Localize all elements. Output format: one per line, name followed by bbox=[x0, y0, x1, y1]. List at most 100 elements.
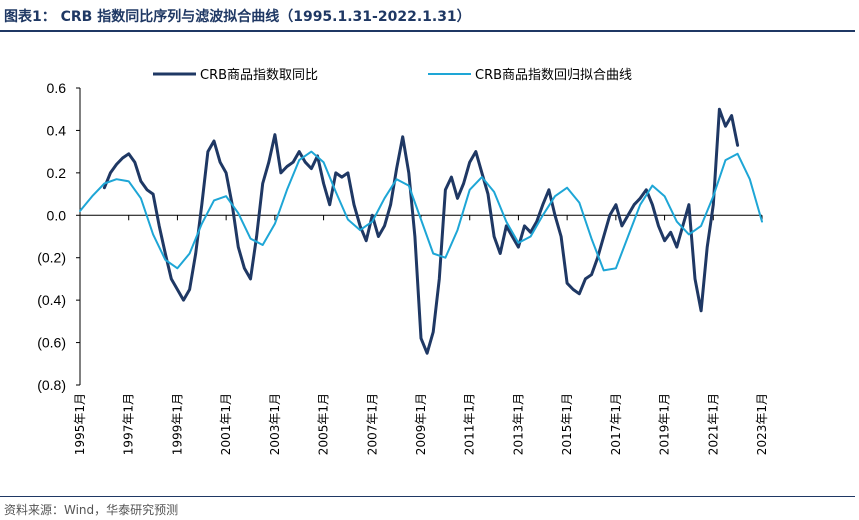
data-point-0 bbox=[603, 236, 604, 237]
data-point-0 bbox=[561, 236, 562, 237]
data-point-1 bbox=[481, 177, 482, 178]
data-point-0 bbox=[542, 204, 543, 205]
data-point-0 bbox=[701, 310, 702, 311]
y-tick-label: 0.4 bbox=[47, 122, 67, 138]
data-point-1 bbox=[201, 223, 202, 224]
data-point-1 bbox=[469, 189, 470, 190]
data-point-1 bbox=[676, 221, 677, 222]
data-point-1 bbox=[420, 219, 421, 220]
data-point-1 bbox=[299, 160, 300, 161]
data-point-0 bbox=[299, 151, 300, 152]
x-tick-label: 2003年1月 bbox=[268, 393, 282, 455]
data-point-1 bbox=[761, 221, 762, 222]
data-point-1 bbox=[128, 181, 129, 182]
chart-legend: CRB商品指数取同比 CRB商品指数回归拟合曲线 bbox=[153, 68, 632, 83]
data-point-0 bbox=[713, 204, 714, 205]
data-point-1 bbox=[688, 234, 689, 235]
data-point-1 bbox=[226, 196, 227, 197]
data-point-0 bbox=[634, 204, 635, 205]
data-point-0 bbox=[153, 194, 154, 195]
data-point-0 bbox=[116, 164, 117, 165]
data-point-0 bbox=[396, 168, 397, 169]
data-point-1 bbox=[615, 268, 616, 269]
data-point-0 bbox=[341, 177, 342, 178]
data-point-0 bbox=[615, 204, 616, 205]
data-point-0 bbox=[475, 151, 476, 152]
x-tick-label: 2019年1月 bbox=[658, 393, 672, 455]
data-point-0 bbox=[512, 236, 513, 237]
x-tick-label: 2005年1月 bbox=[317, 393, 331, 455]
y-tick-label: 0.6 bbox=[47, 80, 67, 96]
x-tick-label: 2021年1月 bbox=[706, 393, 720, 455]
data-point-0 bbox=[244, 268, 245, 269]
data-point-0 bbox=[640, 198, 641, 199]
y-tick-label: (0.4) bbox=[37, 292, 66, 308]
data-point-0 bbox=[280, 172, 281, 173]
y-tick-label: 0.0 bbox=[47, 207, 67, 223]
y-tick-label: 0.2 bbox=[47, 165, 67, 181]
data-point-0 bbox=[134, 162, 135, 163]
data-point-0 bbox=[524, 225, 525, 226]
data-point-1 bbox=[713, 196, 714, 197]
data-point-0 bbox=[390, 204, 391, 205]
data-point-0 bbox=[128, 153, 129, 154]
data-point-0 bbox=[567, 283, 568, 284]
legend-label-crb-fit: CRB商品指数回归拟合曲线 bbox=[475, 68, 632, 83]
data-point-0 bbox=[183, 300, 184, 301]
data-point-0 bbox=[707, 247, 708, 248]
data-point-0 bbox=[323, 183, 324, 184]
data-point-0 bbox=[536, 221, 537, 222]
data-point-0 bbox=[591, 274, 592, 275]
data-point-0 bbox=[201, 204, 202, 205]
data-point-0 bbox=[670, 232, 671, 233]
data-point-0 bbox=[384, 225, 385, 226]
data-point-0 bbox=[500, 253, 501, 254]
data-point-1 bbox=[542, 215, 543, 216]
data-point-0 bbox=[213, 140, 214, 141]
y-tick-label: (0.2) bbox=[37, 250, 66, 266]
data-point-1 bbox=[433, 253, 434, 254]
data-point-0 bbox=[305, 162, 306, 163]
data-point-1 bbox=[384, 198, 385, 199]
data-point-0 bbox=[457, 198, 458, 199]
data-point-1 bbox=[360, 230, 361, 231]
data-point-0 bbox=[220, 162, 221, 163]
data-point-1 bbox=[104, 183, 105, 184]
data-point-1 bbox=[591, 238, 592, 239]
data-point-0 bbox=[439, 278, 440, 279]
data-point-0 bbox=[573, 289, 574, 290]
series-line-0 bbox=[102, 107, 740, 355]
data-point-0 bbox=[226, 172, 227, 173]
line-chart: 0.6 0.4 0.2 0.0 (0.2) (0.4) (0.6) (0.8) 1995年1月 1… bbox=[37, 68, 769, 455]
data-point-1 bbox=[579, 202, 580, 203]
data-point-0 bbox=[110, 172, 111, 173]
data-point-0 bbox=[402, 136, 403, 137]
data-point-0 bbox=[286, 166, 287, 167]
data-point-0 bbox=[268, 162, 269, 163]
data-point-0 bbox=[445, 189, 446, 190]
data-point-0 bbox=[694, 278, 695, 279]
data-point-1 bbox=[445, 257, 446, 258]
data-point-1 bbox=[116, 179, 117, 180]
data-point-0 bbox=[195, 253, 196, 254]
data-point-0 bbox=[433, 331, 434, 332]
data-point-1 bbox=[262, 244, 263, 245]
data-point-1 bbox=[627, 236, 628, 237]
data-point-0 bbox=[487, 194, 488, 195]
data-point-1 bbox=[238, 213, 239, 214]
data-point-0 bbox=[676, 247, 677, 248]
data-point-0 bbox=[658, 225, 659, 226]
data-point-1 bbox=[554, 196, 555, 197]
x-tick-label: 1995年1月 bbox=[73, 393, 87, 455]
data-point-1 bbox=[140, 198, 141, 199]
data-point-0 bbox=[719, 109, 720, 110]
data-point-0 bbox=[737, 145, 738, 146]
data-point-1 bbox=[701, 225, 702, 226]
data-point-1 bbox=[189, 253, 190, 254]
data-point-0 bbox=[146, 189, 147, 190]
data-point-0 bbox=[238, 247, 239, 248]
data-point-1 bbox=[664, 196, 665, 197]
data-point-1 bbox=[335, 191, 336, 192]
data-point-0 bbox=[451, 177, 452, 178]
data-point-1 bbox=[603, 270, 604, 271]
